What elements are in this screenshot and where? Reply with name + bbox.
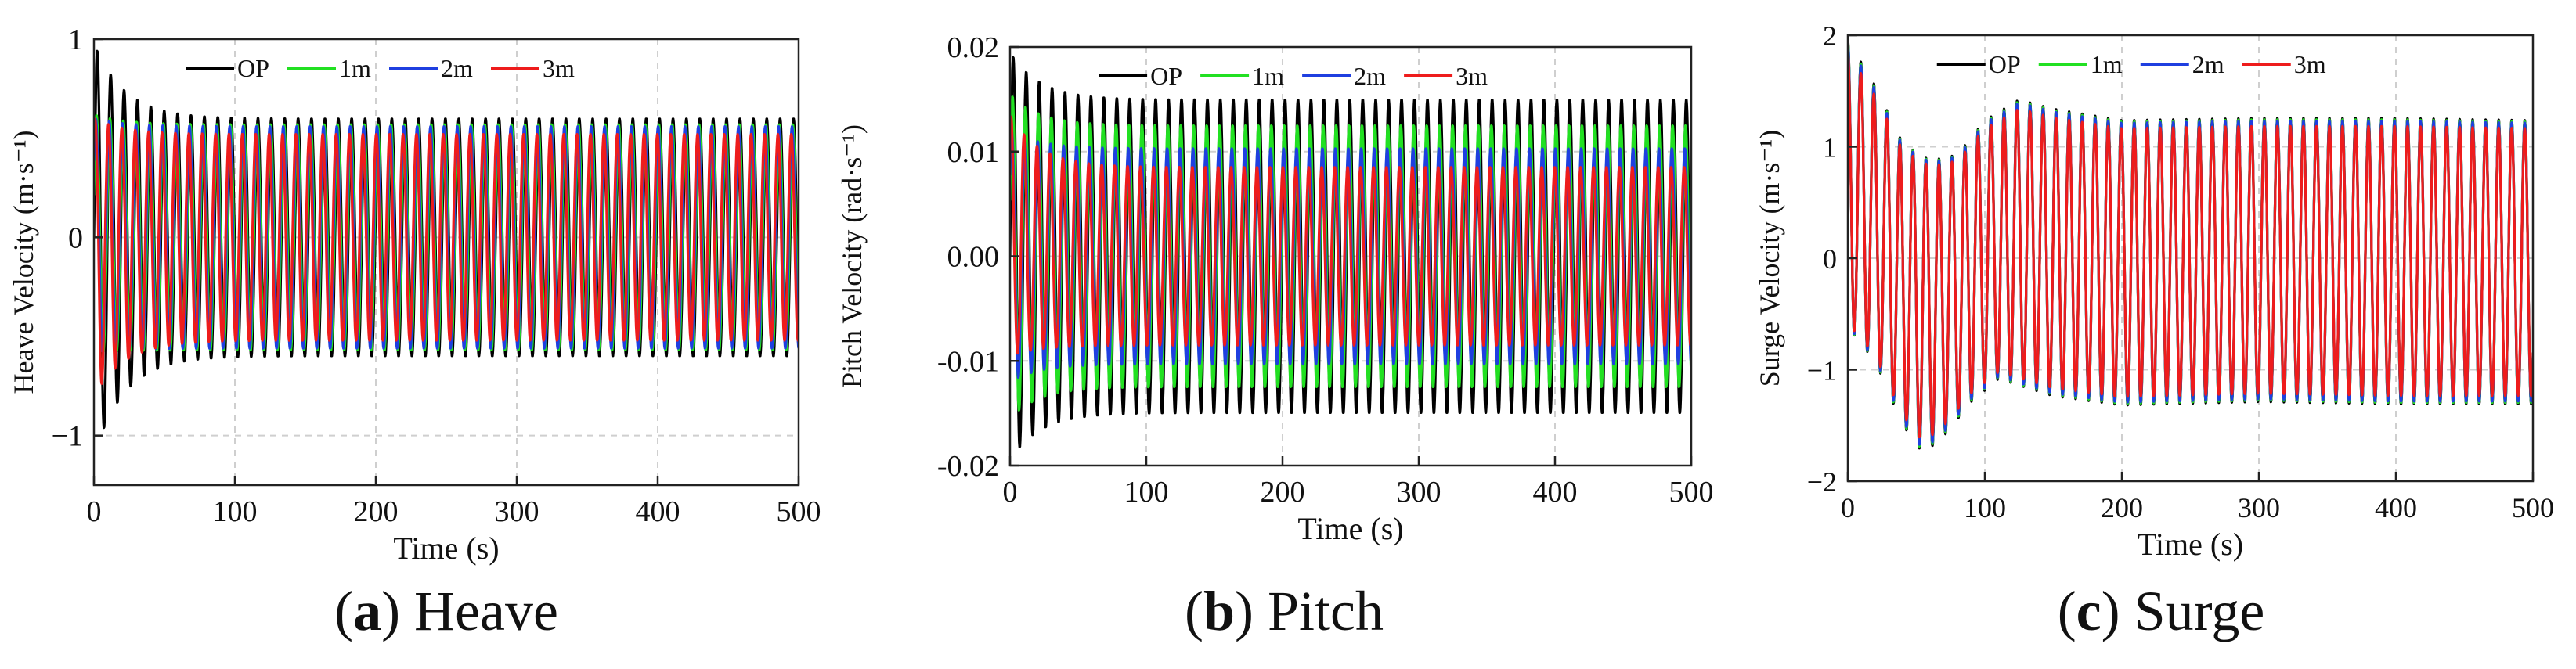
x-tick-label: 100: [1124, 476, 1169, 509]
y-tick-label: 0.02: [947, 31, 1000, 64]
x-tick-label: 400: [1533, 476, 1578, 509]
x-tick-label: 200: [1261, 476, 1305, 509]
x-tick-label: 500: [1669, 476, 1714, 509]
chart-panel-3: 0 100 200 300 400 500 −2 −1 0 1 2 Time (s) Surge Vel…: [1754, 20, 2554, 562]
caption-letter-c: c: [2076, 580, 2102, 642]
y-tick-label: 1: [1823, 132, 1837, 164]
legend-label-OP: OP: [1989, 50, 2021, 78]
series-group: [1848, 39, 2533, 450]
x-tick-label: 300: [2238, 492, 2280, 523]
caption-name-heave: Heave: [414, 580, 558, 642]
y-tick-label: −1: [52, 420, 83, 453]
chart-panel-2: 0 100 200 300 400 500 -0.02 -0.01 0.00 0.01 0.02 Ti…: [836, 31, 1714, 546]
caption-name-pitch: Pitch: [1268, 580, 1384, 642]
x-tick-label: 400: [2375, 492, 2417, 523]
y-tick-label: -0.02: [937, 450, 999, 483]
series-group: [1010, 56, 1691, 448]
legend-label-3m: 3m: [2294, 50, 2326, 78]
x-axis-label: Time (s): [2138, 527, 2243, 562]
x-axis-label: Time (s): [1297, 511, 1403, 546]
x-tick-label: 0: [1003, 476, 1018, 509]
legend-label-3m: 3m: [543, 54, 575, 82]
y-tick-label: 0.00: [947, 241, 1000, 274]
caption-name-surge: Surge: [2134, 580, 2265, 642]
legend-label-OP: OP: [1150, 62, 1182, 90]
y-tick-label: 0.01: [947, 136, 1000, 169]
x-tick-label: 200: [2101, 492, 2143, 523]
x-tick-label: 0: [87, 495, 102, 528]
x-tick-label: 100: [1964, 492, 2006, 523]
x-tick-label: 0: [1841, 492, 1855, 523]
legend-label-1m: 1m: [339, 54, 371, 82]
plot-frame: [92, 38, 800, 487]
series-line-3m: [1848, 52, 2533, 439]
y-axis-label: Heave Velocity (m·s⁻¹): [8, 130, 39, 394]
x-tick-label: 500: [777, 495, 821, 528]
y-axis-label: Pitch Velocity (rad·s⁻¹): [836, 124, 868, 388]
caption-letter-a: a: [353, 580, 382, 642]
series-line-3m: [1010, 115, 1691, 355]
y-tick-label: 0: [68, 221, 83, 254]
y-tick-label: 1: [68, 23, 83, 56]
x-axis-label: Time (s): [393, 531, 499, 566]
series-line-3m: [94, 117, 799, 385]
caption-pitch: (b) Pitch: [1184, 580, 1384, 642]
caption-letter-b: b: [1203, 580, 1236, 642]
x-tick-label: 200: [354, 495, 399, 528]
x-tick-label: 400: [636, 495, 680, 528]
legend-label-2m: 2m: [1354, 62, 1386, 90]
legend-label-1m: 1m: [2091, 50, 2123, 78]
x-tick-label: 300: [1397, 476, 1441, 509]
x-tick-label: 300: [495, 495, 539, 528]
y-axis-label: Surge Velocity (m·s⁻¹): [1754, 130, 1785, 387]
legend-label-3m: 3m: [1456, 62, 1488, 90]
legend-label-OP: OP: [237, 54, 269, 82]
series-group: [94, 49, 799, 430]
legend-label-2m: 2m: [441, 54, 473, 82]
legend-label-2m: 2m: [2192, 50, 2224, 78]
y-tick-label: -0.01: [937, 345, 999, 378]
y-tick-label: 2: [1823, 20, 1837, 52]
caption-heave: (a) Heave: [334, 580, 558, 642]
caption-surge: (c) Surge: [2057, 580, 2265, 642]
legend-label-1m: 1m: [1252, 62, 1284, 90]
y-tick-label: −1: [1807, 355, 1837, 387]
chart-panel-1: 0 100 200 300 400 500 −1 0 1 Time (s) Heave Veloci…: [8, 23, 821, 566]
y-tick-label: −2: [1807, 466, 1837, 498]
y-tick-label: 0: [1823, 243, 1837, 275]
x-tick-label: 100: [213, 495, 258, 528]
x-tick-label: 500: [2512, 492, 2554, 523]
series-line-OP: [1010, 56, 1691, 448]
